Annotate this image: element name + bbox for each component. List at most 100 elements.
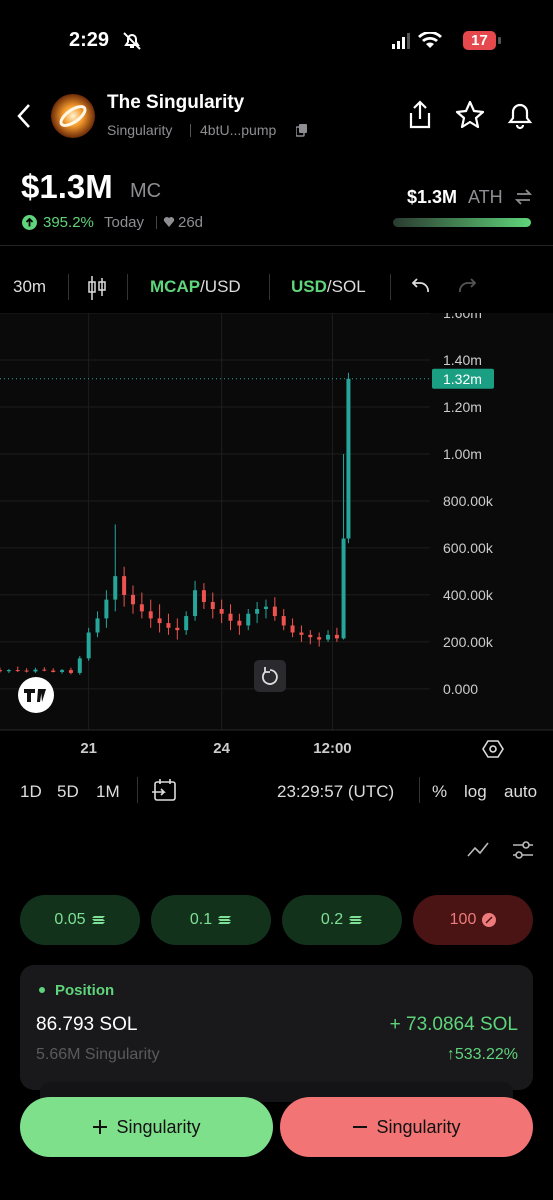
currency-toggle[interactable]: USD/SOL (291, 277, 366, 297)
candle-body (104, 599, 109, 619)
token-address[interactable]: 4btU...pump (200, 122, 277, 138)
copy-icon[interactable] (296, 124, 308, 137)
y-tick-label: 800.00k (443, 493, 494, 509)
candle-body (334, 634, 339, 639)
candle-body (201, 590, 206, 602)
ath-value: $1.3M (407, 187, 458, 207)
undo-button[interactable] (410, 276, 432, 296)
candle-body (184, 616, 189, 631)
log-toggle[interactable]: log (464, 782, 487, 801)
sell-preset-button[interactable]: 100 (413, 895, 533, 945)
candle-body (341, 538, 346, 639)
percent-icon (482, 913, 497, 927)
candle-body (246, 613, 251, 626)
mcap-quote: /USD (200, 277, 241, 296)
candle-body (346, 378, 351, 539)
divider (390, 274, 391, 300)
sol-icon (218, 916, 232, 924)
candle-body (42, 669, 47, 671)
clock: 23:29:57 (UTC) (277, 782, 395, 801)
auto-toggle[interactable]: auto (504, 782, 538, 801)
divider (190, 124, 191, 137)
candle-body (15, 670, 20, 672)
buy-button[interactable]: Singularity (20, 1097, 273, 1157)
price-tag (432, 368, 494, 389)
minus-icon (353, 1126, 368, 1128)
preset-amount: 100 (449, 911, 477, 928)
candle-body (175, 627, 180, 631)
market-cap: $1.3M (21, 168, 113, 205)
candle-body (157, 618, 162, 624)
y-tick-label: 600.00k (443, 540, 494, 556)
candle-body (0, 670, 2, 672)
range-1m[interactable]: 1M (96, 782, 120, 801)
chart-type-button[interactable] (87, 274, 107, 302)
interval-button[interactable]: 30m (13, 277, 47, 296)
position-tokens: 5.66M Singularity (36, 1046, 160, 1063)
candle-body (326, 634, 331, 640)
share-button[interactable] (406, 100, 434, 130)
candle-body (219, 609, 224, 614)
candle-body (228, 613, 233, 621)
market-cap-unit: MC (130, 180, 162, 202)
y-tick-label: 1.20m (443, 399, 482, 415)
usd-quote: /SOL (326, 277, 366, 296)
status-dot (39, 987, 45, 993)
candle-body (263, 606, 268, 610)
preset-amount: 0.1 (189, 911, 213, 928)
candle-body (122, 576, 127, 595)
favorite-button[interactable] (455, 100, 485, 130)
preset-button[interactable]: 0.1 (151, 895, 271, 945)
sell-button[interactable]: Singularity (280, 1097, 533, 1157)
change-period: Today (104, 214, 145, 231)
swap-icon[interactable] (515, 188, 532, 206)
battery-cap (498, 37, 501, 44)
redo-button[interactable] (456, 276, 478, 296)
range-5d[interactable]: 5D (57, 782, 79, 801)
candle-body (77, 658, 82, 673)
candle-body (86, 632, 91, 659)
candle-body (95, 618, 100, 633)
preset-button[interactable]: 0.2 (282, 895, 402, 945)
back-button[interactable] (14, 102, 36, 130)
divider (156, 216, 157, 229)
signal-wifi (392, 32, 442, 49)
indicator-button[interactable] (467, 840, 489, 860)
candle-body (68, 670, 73, 673)
date-range-button[interactable] (151, 778, 177, 804)
candle-body (166, 623, 171, 628)
divider (68, 274, 69, 300)
price-change: 395.2% (43, 214, 94, 231)
tradingview-logo (18, 677, 54, 713)
y-tick-label: 1.60m (443, 313, 482, 321)
candle-body (193, 590, 198, 617)
preset-amount: 0.2 (320, 911, 344, 928)
range-1d[interactable]: 1D (20, 782, 42, 801)
position-pnl-percent: ↑533.22% (446, 1046, 518, 1063)
candle-body (281, 616, 286, 626)
candle-body (308, 634, 313, 638)
price-tag-label: 1.32m (443, 371, 482, 387)
sell-label: Singularity (376, 1116, 461, 1137)
percent-toggle[interactable]: % (432, 782, 448, 801)
reset-chart-button[interactable] (254, 660, 286, 692)
token-ticker: Singularity (107, 122, 173, 138)
preset-button[interactable]: 0.05 (20, 895, 140, 945)
x-tick-label: 21 (80, 740, 97, 757)
preset-amount: 0.05 (54, 911, 86, 928)
mcap-toggle[interactable]: MCAP/USD (150, 277, 241, 297)
candle-body (130, 594, 135, 605)
y-tick-label: 200.00k (443, 634, 494, 650)
alert-button[interactable] (506, 100, 534, 130)
mute-icon (123, 32, 141, 50)
position-label: Position (55, 982, 115, 999)
status-time: 2:29 (69, 29, 110, 51)
chart-settings-button[interactable] (482, 739, 504, 759)
divider (127, 274, 128, 300)
plus-icon (93, 1120, 108, 1134)
token-title: The Singularity (107, 92, 245, 113)
filter-button[interactable] (512, 840, 534, 860)
candle-body (255, 609, 260, 614)
y-tick-label: 1.40m (443, 352, 482, 368)
